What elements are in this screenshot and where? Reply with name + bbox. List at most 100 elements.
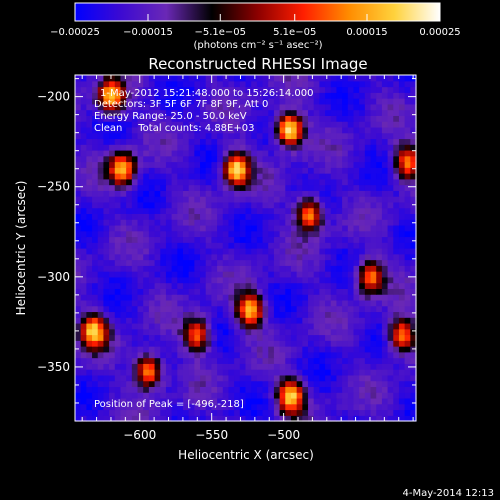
heatmap-cell <box>325 271 332 278</box>
heatmap-cell <box>126 230 133 238</box>
heatmap-cell <box>245 173 252 180</box>
heatmap-cell <box>211 351 218 359</box>
heatmap-cell <box>205 374 212 382</box>
heatmap-cell <box>148 392 156 399</box>
heatmap-cell <box>245 190 252 197</box>
heatmap-cell <box>239 236 247 243</box>
heatmap-cell <box>165 386 173 393</box>
heatmap-cell <box>143 322 150 330</box>
heatmap-cell <box>131 415 139 422</box>
heatmap-cell <box>205 403 212 411</box>
heatmap-cell <box>114 98 122 105</box>
heatmap-cell <box>398 311 406 318</box>
heatmap-cell <box>268 167 275 174</box>
heatmap-cell <box>239 265 247 272</box>
heatmap-cell <box>313 294 320 301</box>
heatmap-cell <box>410 155 417 163</box>
heatmap-cell <box>313 386 320 393</box>
heatmap-cell <box>410 374 417 382</box>
heatmap-cell <box>398 392 406 399</box>
heatmap-cell <box>126 92 133 99</box>
heatmap-cell <box>200 288 207 295</box>
heatmap-cell <box>404 155 411 163</box>
heatmap-cell <box>177 363 184 370</box>
heatmap-cell <box>279 351 286 359</box>
heatmap-cell <box>182 403 190 411</box>
heatmap-cell <box>194 219 201 226</box>
heatmap-cell <box>143 207 150 214</box>
heatmap-cell <box>234 213 241 220</box>
heatmap-cell <box>75 317 82 324</box>
heatmap-cell <box>143 190 150 197</box>
heatmap-cell <box>143 80 150 88</box>
heatmap-cell <box>268 207 275 214</box>
heatmap-cell <box>313 98 320 105</box>
heatmap-cell <box>381 219 389 226</box>
heatmap-cell <box>359 299 366 307</box>
heatmap-cell <box>97 386 105 393</box>
heatmap-cell <box>200 190 207 197</box>
heatmap-cell <box>211 196 218 203</box>
heatmap-cell <box>302 328 309 336</box>
heatmap-cell <box>177 103 184 111</box>
heatmap-cell <box>228 92 235 99</box>
heatmap-cell <box>359 98 366 105</box>
heatmap-cell <box>143 144 150 151</box>
heatmap-cell <box>325 253 332 261</box>
heatmap-cell <box>268 75 275 82</box>
heatmap-cell <box>131 115 139 122</box>
heatmap-cell <box>256 363 264 370</box>
heatmap-cell <box>160 75 167 82</box>
heatmap-cell <box>200 265 207 272</box>
heatmap-cell <box>336 196 343 203</box>
heatmap-cell <box>370 369 377 376</box>
heatmap-cell <box>126 173 133 180</box>
heatmap-cell <box>131 155 139 163</box>
heatmap-cell <box>234 132 241 140</box>
heatmap-cell <box>75 282 82 289</box>
heatmap-cell <box>302 317 309 324</box>
heatmap-cell <box>86 386 93 393</box>
heatmap-cell <box>387 294 394 301</box>
heatmap-cell <box>285 346 292 353</box>
heatmap-cell <box>120 196 127 203</box>
heatmap-cell <box>228 334 235 341</box>
heatmap-cell <box>103 207 110 214</box>
heatmap-cell <box>364 121 372 128</box>
heatmap-cell <box>285 328 292 336</box>
heatmap-cell <box>381 288 389 295</box>
heatmap-cell <box>200 328 207 336</box>
heatmap-cell <box>359 397 366 405</box>
heatmap-cell <box>114 126 122 134</box>
heatmap-cell <box>109 92 116 99</box>
heatmap-cell <box>217 322 224 330</box>
heatmap-cell <box>387 317 394 324</box>
heatmap-cell <box>308 230 315 238</box>
heatmap-cell <box>268 161 275 168</box>
heatmap-cell <box>353 340 360 347</box>
heatmap-cell <box>126 75 133 82</box>
heatmap-cell <box>222 294 230 301</box>
heatmap-cell <box>370 115 377 122</box>
heatmap-cell <box>97 92 105 99</box>
heatmap-cell <box>109 86 116 93</box>
heatmap-cell <box>330 75 338 82</box>
heatmap-cell <box>120 236 127 243</box>
heatmap-cell <box>376 132 383 140</box>
heatmap-cell <box>103 155 110 163</box>
heatmap-cell <box>75 288 82 295</box>
heatmap-cell <box>154 322 161 330</box>
heatmap-cell <box>120 311 127 318</box>
heatmap-cell <box>109 253 116 261</box>
heatmap-cell <box>359 340 366 347</box>
heatmap-cell <box>92 294 99 301</box>
heatmap-cell <box>313 121 320 128</box>
heatmap-cell <box>404 138 411 145</box>
heatmap-cell <box>262 294 269 301</box>
heatmap-cell <box>313 374 320 382</box>
heatmap-cell <box>279 224 286 232</box>
heatmap-cell <box>376 115 383 122</box>
heatmap-cell <box>131 230 139 238</box>
heatmap-cell <box>262 126 269 134</box>
heatmap-cell <box>188 224 195 232</box>
